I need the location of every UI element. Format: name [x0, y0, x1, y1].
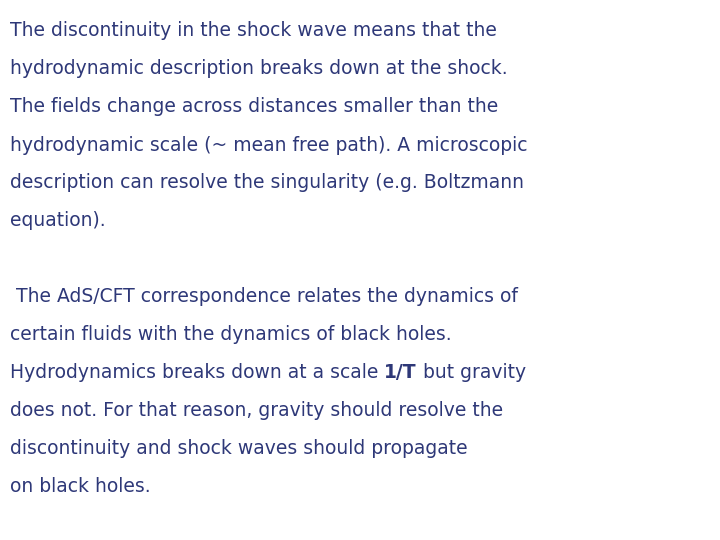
- Text: does not. For that reason, gravity should resolve the: does not. For that reason, gravity shoul…: [10, 402, 503, 421]
- Text: discontinuity and shock waves should propagate: discontinuity and shock waves should pro…: [10, 440, 467, 458]
- Text: 1/T: 1/T: [384, 363, 417, 382]
- Text: on black holes.: on black holes.: [10, 477, 150, 496]
- Text: description can resolve the singularity (e.g. Boltzmann: description can resolve the singularity …: [10, 173, 524, 192]
- Text: but gravity: but gravity: [417, 363, 526, 382]
- Text: hydrodynamic scale (~ mean free path). A microscopic: hydrodynamic scale (~ mean free path). A…: [10, 136, 528, 154]
- Text: The discontinuity in the shock wave means that the: The discontinuity in the shock wave mean…: [10, 22, 497, 40]
- Text: The fields change across distances smaller than the: The fields change across distances small…: [10, 98, 498, 117]
- Text: hydrodynamic description breaks down at the shock.: hydrodynamic description breaks down at …: [10, 59, 508, 78]
- Text: The AdS/CFT correspondence relates the dynamics of: The AdS/CFT correspondence relates the d…: [10, 287, 518, 307]
- Text: Hydrodynamics breaks down at a scale: Hydrodynamics breaks down at a scale: [10, 363, 384, 382]
- Text: certain fluids with the dynamics of black holes.: certain fluids with the dynamics of blac…: [10, 326, 451, 345]
- Text: equation).: equation).: [10, 212, 106, 231]
